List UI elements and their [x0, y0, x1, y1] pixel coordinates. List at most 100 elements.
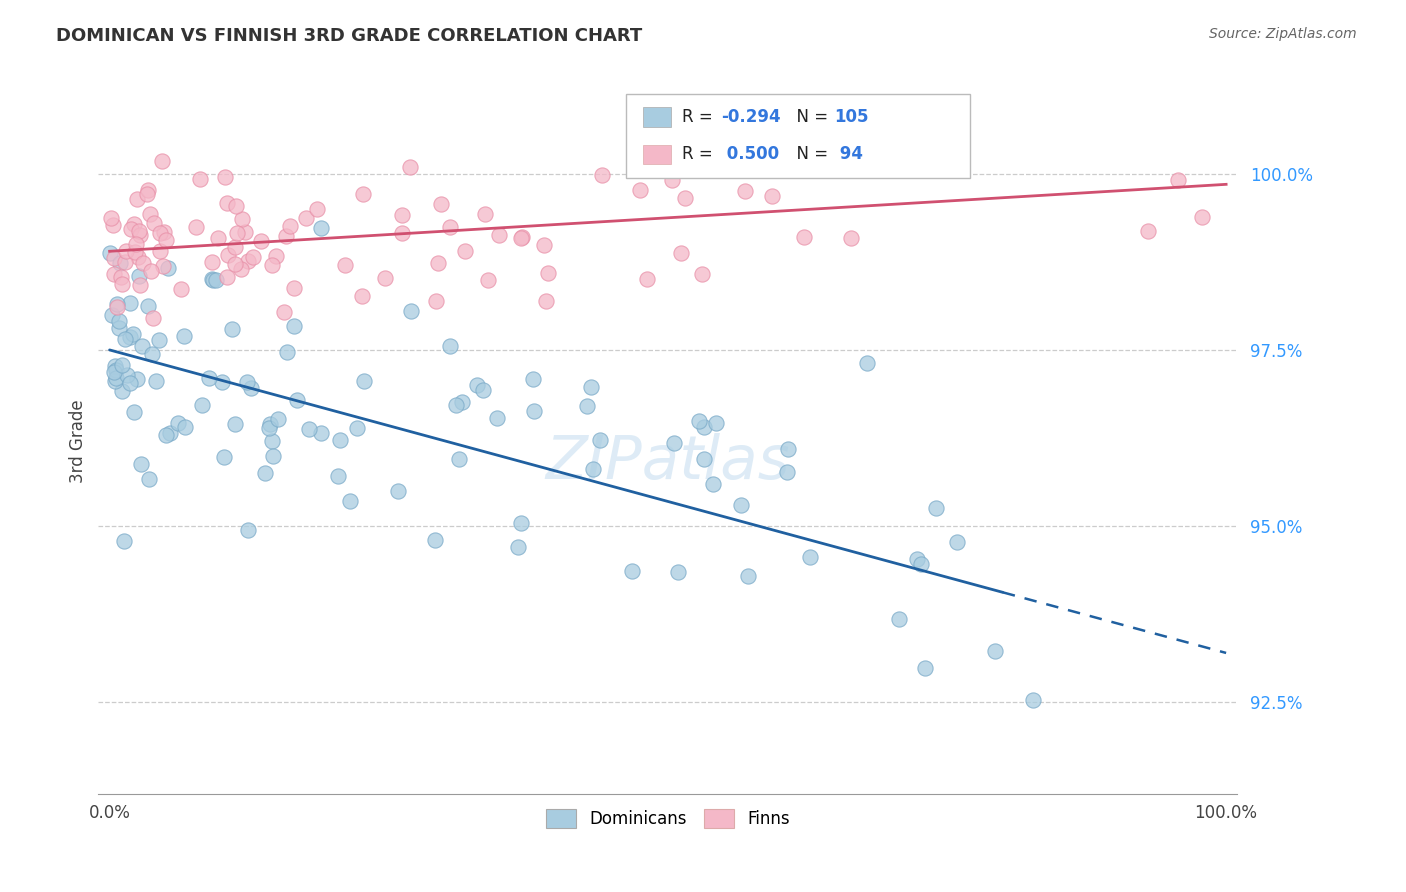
Point [264, 250, 287, 264]
Point [914, 661, 936, 675]
Point [352, 288, 374, 302]
Point [267, 411, 290, 425]
Point [1022, 692, 1045, 706]
Point [1137, 223, 1160, 237]
Point [693, 420, 716, 434]
Point [105, 297, 128, 311]
Point [159, 425, 181, 440]
Text: ZIPatlas: ZIPatlas [546, 434, 790, 492]
Point [112, 533, 135, 548]
Text: Source: ZipAtlas.com: Source: ZipAtlas.com [1209, 27, 1357, 41]
Point [103, 218, 125, 232]
Point [211, 375, 233, 389]
Point [276, 345, 298, 359]
Point [118, 330, 141, 344]
Point [201, 254, 224, 268]
Text: -0.294: -0.294 [721, 108, 780, 126]
Point [346, 421, 368, 435]
Point [444, 398, 467, 412]
Point [673, 191, 696, 205]
Point [799, 549, 821, 564]
Point [628, 183, 651, 197]
Point [136, 183, 159, 197]
Text: 105: 105 [834, 108, 869, 126]
Point [664, 436, 686, 450]
Point [152, 260, 174, 274]
Point [326, 469, 349, 483]
Text: N =: N = [786, 145, 834, 163]
Point [111, 384, 134, 398]
Point [198, 370, 221, 384]
Point [108, 313, 131, 327]
Point [173, 420, 195, 434]
Point [536, 293, 558, 308]
Point [761, 188, 783, 202]
Point [329, 433, 352, 447]
Point [775, 465, 797, 479]
Point [114, 244, 136, 258]
Point [283, 319, 305, 334]
Point [108, 256, 131, 270]
Point [136, 299, 159, 313]
Point [297, 422, 319, 436]
Point [122, 405, 145, 419]
Point [430, 197, 453, 211]
Point [294, 211, 316, 225]
Point [477, 273, 499, 287]
Point [762, 161, 785, 176]
Point [257, 421, 280, 435]
Point [118, 296, 141, 310]
Point [621, 565, 644, 579]
Point [145, 374, 167, 388]
Point [110, 269, 132, 284]
Point [311, 221, 333, 235]
Point [579, 380, 602, 394]
Point [191, 398, 214, 412]
Point [242, 250, 264, 264]
Point [207, 230, 229, 244]
Point [224, 417, 246, 432]
Point [104, 359, 127, 374]
Point [925, 500, 948, 515]
Point [128, 278, 150, 293]
Point [217, 248, 239, 262]
Point [946, 535, 969, 549]
Point [236, 253, 259, 268]
Point [253, 466, 276, 480]
Point [262, 434, 284, 448]
Point [690, 267, 713, 281]
Point [374, 271, 396, 285]
Point [512, 230, 534, 244]
Point [391, 226, 413, 240]
Point [122, 327, 145, 342]
Point [636, 272, 658, 286]
Point [221, 321, 243, 335]
Point [128, 269, 150, 284]
Point [666, 565, 689, 579]
Point [201, 273, 224, 287]
Point [591, 168, 613, 182]
Point [399, 304, 422, 318]
Text: 94: 94 [834, 145, 863, 163]
Point [730, 499, 752, 513]
Point [155, 233, 177, 247]
Point [905, 552, 928, 566]
Text: R =: R = [682, 108, 718, 126]
Point [1167, 173, 1189, 187]
Point [439, 339, 461, 353]
Point [283, 281, 305, 295]
Point [131, 457, 153, 471]
Point [661, 172, 683, 186]
Point [508, 540, 530, 554]
Point [103, 267, 125, 281]
Point [285, 393, 308, 408]
Point [138, 472, 160, 486]
Point [387, 483, 409, 498]
Text: 0.500: 0.500 [721, 145, 779, 163]
Point [451, 395, 474, 409]
Text: R =: R = [682, 145, 718, 163]
Point [143, 216, 166, 230]
Point [148, 333, 170, 347]
Point [471, 383, 494, 397]
Point [225, 199, 247, 213]
